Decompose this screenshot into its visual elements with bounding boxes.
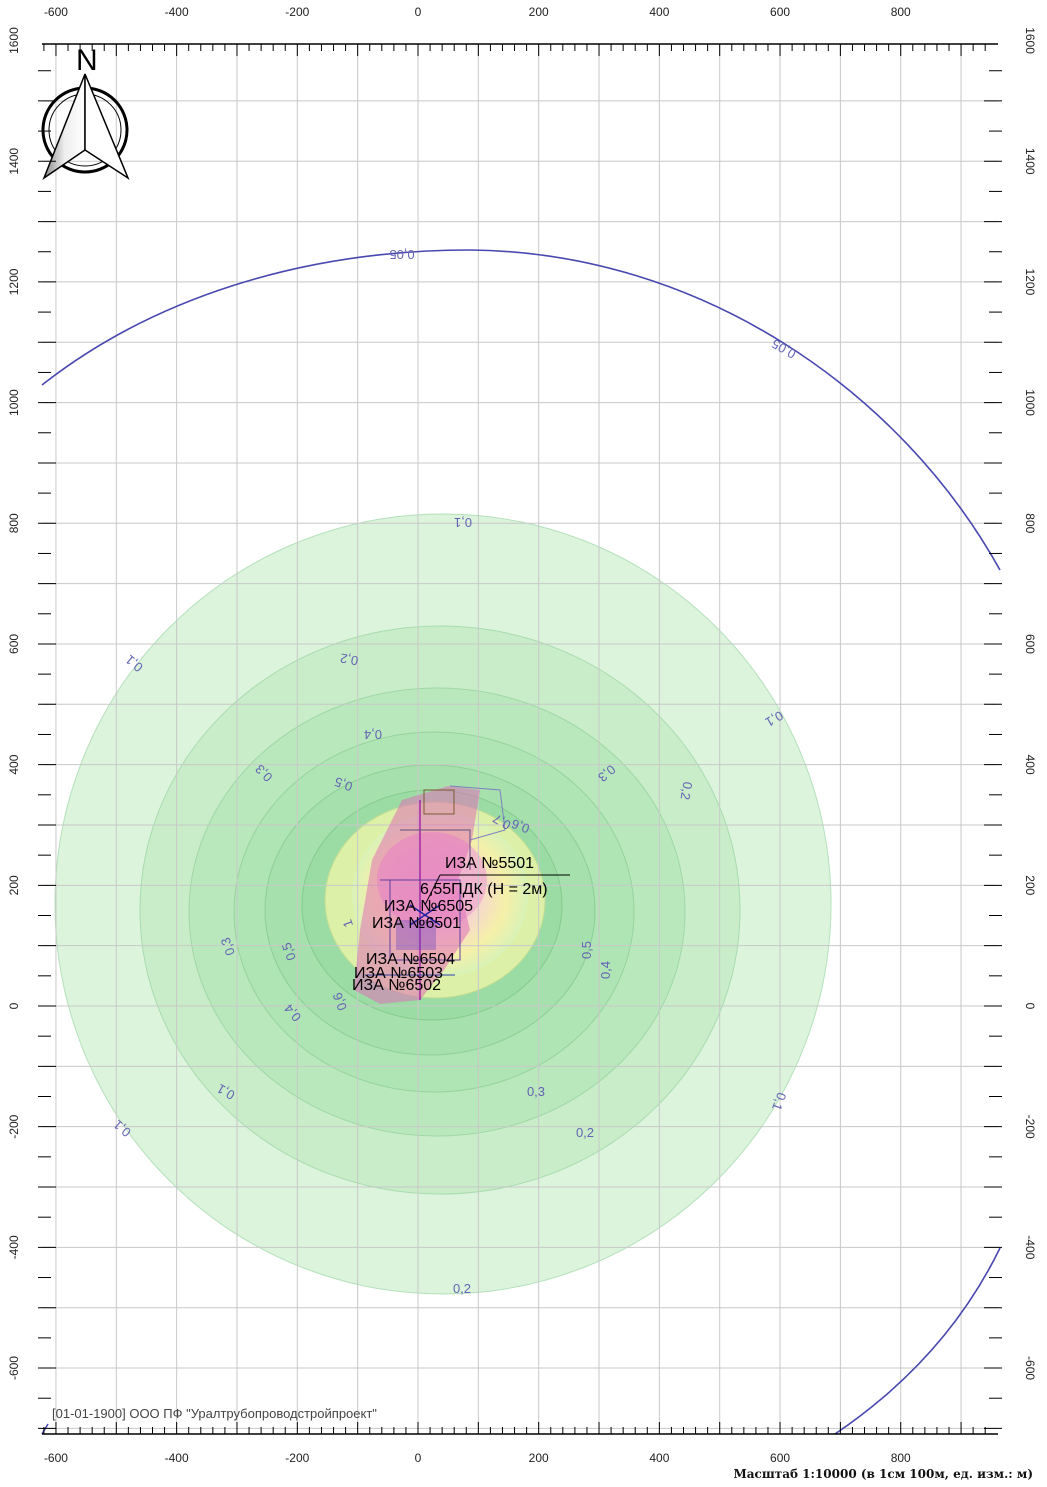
contour-label: 0,05 xyxy=(389,247,414,262)
y-tick-label-right: -600 xyxy=(1023,1356,1037,1380)
y-tick-label-right: 200 xyxy=(1023,875,1037,895)
north-arrow-right xyxy=(84,73,130,180)
y-tick-label-left: -600 xyxy=(7,1356,21,1380)
coordinate-grid xyxy=(42,44,998,1434)
north-arrow: N xyxy=(41,44,130,180)
x-tick-label-bottom: 800 xyxy=(891,1451,911,1465)
x-tick-label-top: 400 xyxy=(649,5,669,19)
x-tick-label-bottom: 600 xyxy=(770,1451,790,1465)
y-tick-label-left: 1600 xyxy=(7,27,21,54)
x-tick-label-top: -400 xyxy=(165,5,189,19)
contour-label: 0,2 xyxy=(453,1281,471,1296)
x-tick-label-bottom: -600 xyxy=(44,1451,68,1465)
y-tick-label-left: 400 xyxy=(7,754,21,774)
contour-label: 0,5 xyxy=(279,940,299,962)
y-tick-label-right: 1200 xyxy=(1023,269,1037,296)
x-tick-label-top: -200 xyxy=(285,5,309,19)
x-tick-label-bottom: 400 xyxy=(649,1451,669,1465)
contour-label: 0,3 xyxy=(527,1084,545,1099)
max-value-label: 6,55ПДК (H = 2м) xyxy=(420,881,548,898)
y-tick-label-left: 200 xyxy=(7,875,21,895)
y-tick-label-right: 800 xyxy=(1023,513,1037,533)
contour-label: 0,5 xyxy=(579,941,594,959)
contour-label: 0,2 xyxy=(339,650,359,668)
x-tick-label-top: 800 xyxy=(891,5,911,19)
isoline-0-05-southwest xyxy=(41,1423,49,1435)
scale-note: Масштаб 1:10000 (в 1см 100м, ед. изм.: м… xyxy=(734,1467,1034,1481)
source-label-5501: ИЗА №5501 xyxy=(445,855,534,872)
contour-label: 0,6 xyxy=(509,816,531,836)
y-tick-label-right: 0 xyxy=(1023,1003,1037,1010)
y-tick-label-left: 0 xyxy=(7,1002,21,1009)
y-tick-label-right: 600 xyxy=(1023,634,1037,654)
x-tick-label-top: 200 xyxy=(529,5,549,19)
source-label-6505: ИЗА №6505 xyxy=(384,898,473,915)
x-tick-label-top: 600 xyxy=(770,5,790,19)
y-tick-label-left: 600 xyxy=(7,634,21,654)
x-tick-label-top: -600 xyxy=(44,5,68,19)
isolines-0-05 xyxy=(41,249,1001,1435)
source-labels: ИЗА №5501 6,55ПДК (H = 2м) ИЗА №6505 ИЗА… xyxy=(352,855,570,994)
axes: -600 -600 -400 -400 -200 -200 0 0 200 200 400 400 60… xyxy=(7,5,1037,1465)
contour-label: 0,4 xyxy=(364,727,382,742)
y-tick-label-left: 1000 xyxy=(7,389,21,416)
contour-label: 0,1 xyxy=(769,1090,789,1112)
contour-label: 0,6 xyxy=(330,990,350,1012)
contour-label: 0,5 xyxy=(332,774,354,794)
source-label-6503: ИЗА №6503 xyxy=(354,965,443,982)
y-tick-label-right: -400 xyxy=(1023,1235,1037,1259)
x-tick-label-bottom: -200 xyxy=(285,1451,309,1465)
contour-label: 0,4 xyxy=(598,961,613,979)
x-tick-label-bottom: -400 xyxy=(165,1451,189,1465)
contour-label: 0,2 xyxy=(576,1125,594,1140)
source-label-6502: ИЗА №6502 xyxy=(352,977,441,994)
facility-site-plan xyxy=(354,785,506,1004)
contour-label: 0,2 xyxy=(677,781,695,801)
y-tick-label-right: 1400 xyxy=(1023,148,1037,175)
x-tick-label-top: 0 xyxy=(415,5,422,19)
source-label-6501: ИЗА №6501 xyxy=(372,915,461,932)
y-tick-label-right: -200 xyxy=(1023,1115,1037,1139)
contour-label: 0,1 xyxy=(454,515,472,530)
x-tick-label-bottom: 0 xyxy=(415,1451,422,1465)
source-label-6504: ИЗА №6504 xyxy=(366,951,455,968)
north-label: N xyxy=(76,44,98,77)
isoline-0-05-southeast xyxy=(834,1247,1001,1435)
contour-label: 0,3 xyxy=(218,935,238,957)
y-tick-label-left: -400 xyxy=(7,1235,21,1259)
y-tick-label-left: 1400 xyxy=(7,148,21,175)
y-tick-label-right: 1000 xyxy=(1023,389,1037,416)
contour-label: 1 xyxy=(339,918,356,930)
y-tick-label-left: 800 xyxy=(7,513,21,533)
y-tick-label-right: 1600 xyxy=(1023,27,1037,54)
y-tick-label-left: -200 xyxy=(7,1114,21,1138)
y-tick-label-right: 400 xyxy=(1023,755,1037,775)
footer-credit: [01-01-1900] ООО ПФ "Уралтрубопроводстро… xyxy=(52,1406,377,1421)
x-tick-label-bottom: 200 xyxy=(529,1451,549,1465)
max-value-leader xyxy=(424,874,441,906)
isoline-0-05-north xyxy=(41,249,1001,571)
y-tick-label-left: 1200 xyxy=(7,268,21,295)
